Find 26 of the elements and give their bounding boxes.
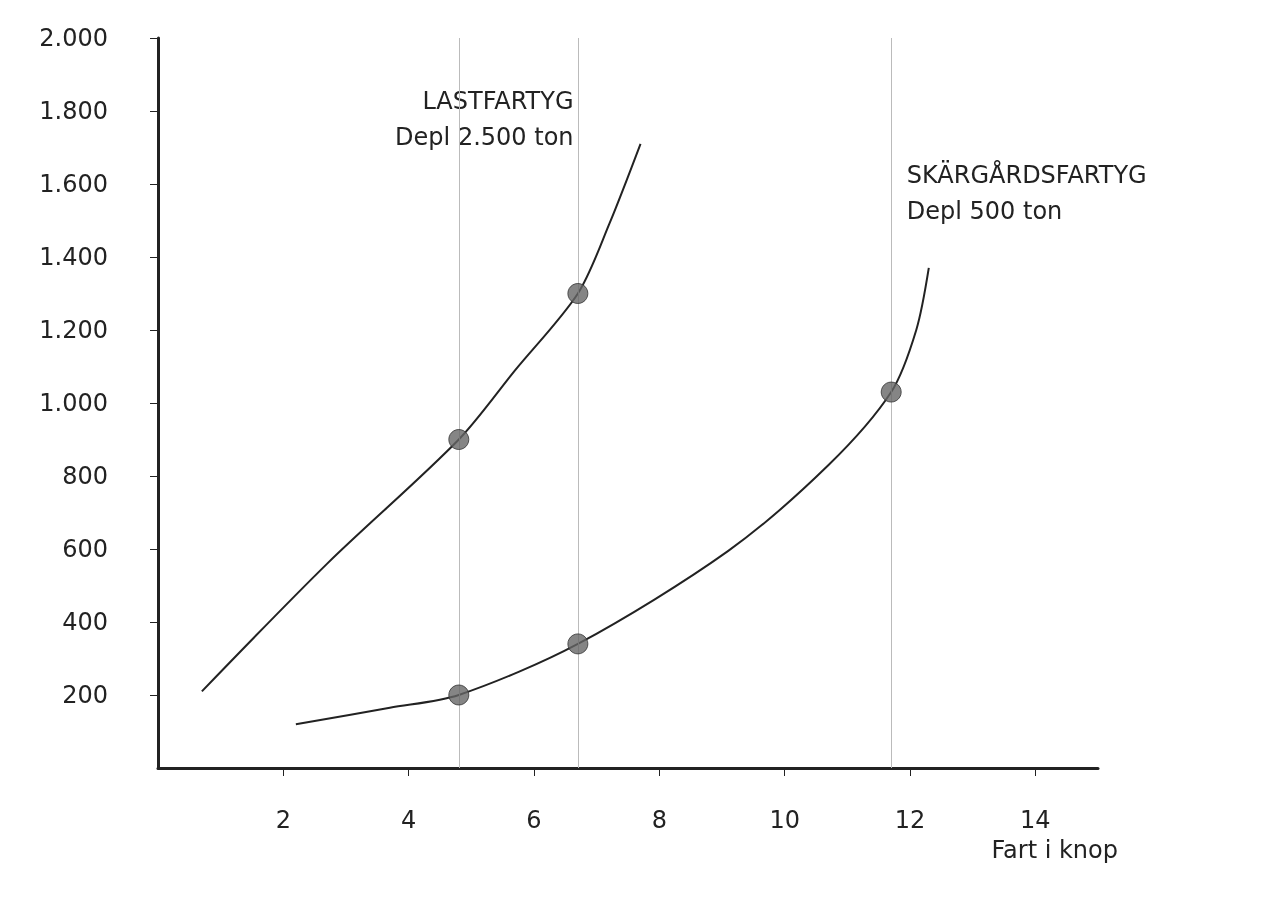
line-series [294,266,930,726]
text: LASTFARTYG Depl 2.500 ton [395,86,574,151]
y-tick-label: 1.800 [39,97,108,125]
point [448,684,470,706]
x-tick-label: 14 [1020,806,1051,834]
x-tick-label: 2 [275,806,291,834]
y-tick-label: 2.000 [39,24,108,52]
x-tick-label: 8 [651,806,667,834]
point [567,633,589,655]
x-tick-label: 12 [894,806,926,834]
y-tick-label: 1.600 [39,170,108,198]
y-tick-label: 400 [62,608,108,636]
x-tick-label: 10 [769,806,800,834]
y-tick-label: 1.400 [39,243,108,271]
x-tick-label: 6 [526,806,542,834]
point [880,381,902,403]
text: SKÄRGÅRDSFARTYG Depl 500 ton [906,159,1147,225]
x-tick-label: 4 [401,806,417,834]
y-tick-label: 600 [62,535,108,563]
x-axis-title: Fart i knop [991,836,1118,864]
y-tick-label: 1.200 [39,316,108,344]
point [567,283,589,304]
y-tick-label: 1.000 [39,389,108,417]
point [448,429,470,450]
y-tick-label: 800 [62,462,108,490]
y-tick-label: 200 [62,681,108,709]
